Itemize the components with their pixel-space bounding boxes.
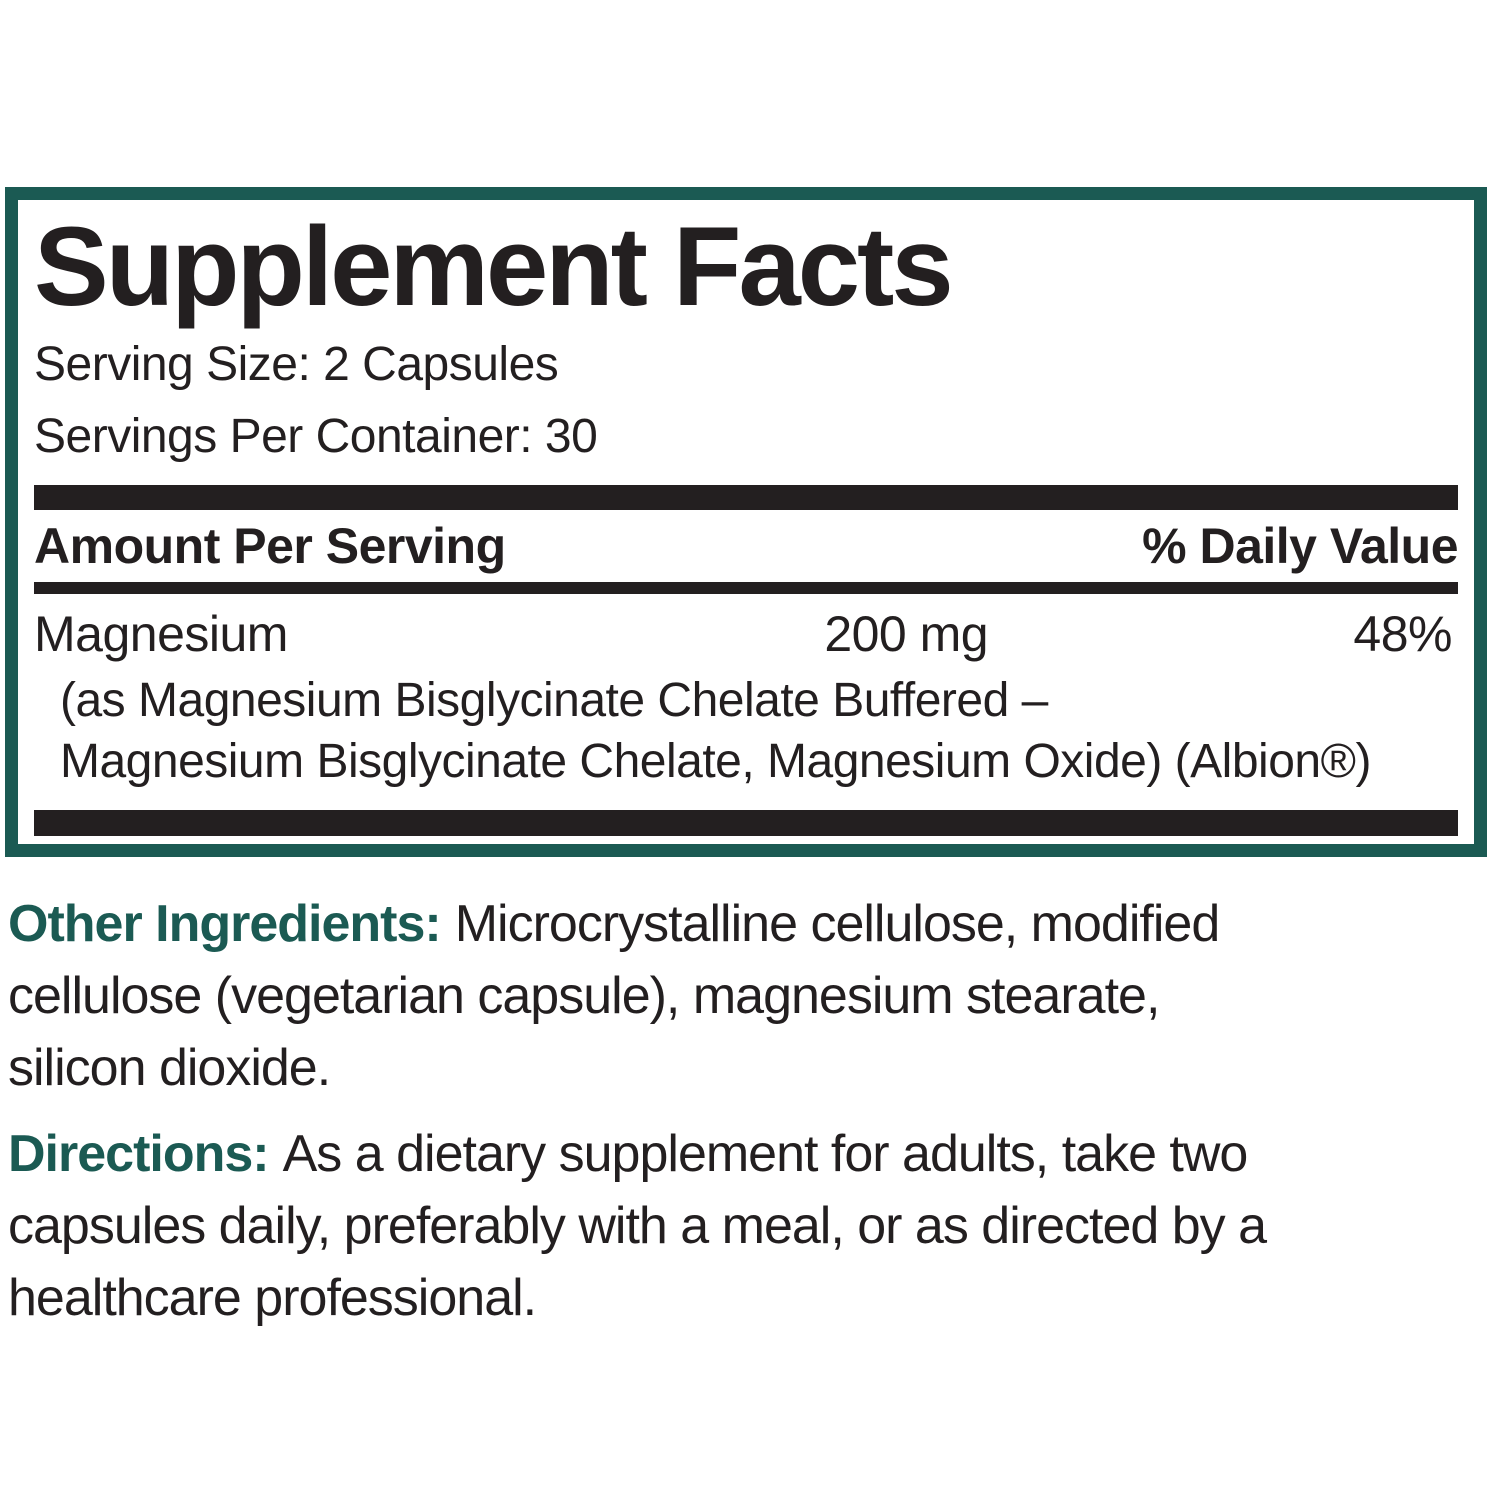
nutrient-amount: 200 mg xyxy=(824,606,989,663)
facts-header-row: Amount Per Serving % Daily Value xyxy=(34,510,1458,582)
directions-line: Directions: As a dietary supplement for a… xyxy=(8,1118,1490,1190)
other-ingredients-label: Other Ingredients: xyxy=(8,895,442,953)
directions-line: capsules daily, preferably with a meal, … xyxy=(8,1197,1267,1255)
daily-value-header: % Daily Value xyxy=(1142,518,1458,575)
panel-title: Supplement Facts xyxy=(34,204,954,329)
nutrient-name: Magnesium xyxy=(34,606,288,663)
divider-thick-bottom xyxy=(34,810,1458,837)
amount-per-serving-header: Amount Per Serving xyxy=(34,518,506,575)
nutrient-detail-line: (as Magnesium Bisglycinate Chelate Buffe… xyxy=(60,674,1048,728)
directions-label: Directions: xyxy=(8,1125,270,1183)
serving-size: Serving Size: 2 Capsules xyxy=(34,338,559,392)
nutrient-daily-value: 48% xyxy=(1353,606,1452,663)
divider-medium xyxy=(34,582,1458,595)
directions-text: As a dietary supplement for adults, take… xyxy=(282,1125,1249,1183)
other-ingredients-line: cellulose (vegetarian capsule), magnesiu… xyxy=(8,967,1160,1025)
nutrient-detail-line: Magnesium Bisglycinate Chelate, Magnesiu… xyxy=(60,735,1371,789)
directions-section: Directions: As a dietary supplement for a… xyxy=(8,1118,1490,1334)
other-ingredients-section: Other Ingredients: Microcrystalline cellu… xyxy=(8,888,1490,1104)
other-ingredients-line: Other Ingredients: Microcrystalline cellu… xyxy=(8,888,1490,960)
other-ingredients-line: silicon dioxide. xyxy=(8,1039,331,1097)
supplement-facts-panel: Supplement Facts Serving Size: 2 Capsule… xyxy=(5,187,1487,857)
servings-per-container: Servings Per Container: 30 xyxy=(34,410,598,464)
divider-thick-top xyxy=(34,485,1458,511)
directions-line: healthcare professional. xyxy=(8,1269,537,1327)
nutrient-row-magnesium: Magnesium 200 mg 48% xyxy=(34,604,1458,664)
other-ingredients-text: Microcrystalline cellulose, modified xyxy=(454,895,1221,953)
